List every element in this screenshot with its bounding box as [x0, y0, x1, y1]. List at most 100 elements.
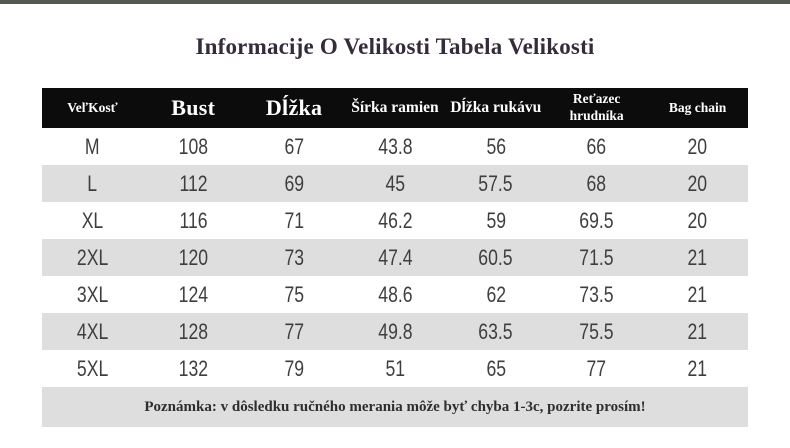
column-header-bag-chain: Bag chain — [647, 88, 748, 128]
cell-value: 2XL — [76, 244, 109, 270]
table-cell: 120 — [143, 239, 244, 276]
cell-value: 71 — [284, 207, 304, 233]
table-cell: 108 — [143, 128, 244, 165]
cell-value: 73.5 — [579, 281, 614, 307]
cell-value: 3XL — [76, 281, 109, 307]
table-row-4xl: 4XL 128 77 49.8 63.5 75.5 21 — [42, 313, 748, 350]
table-cell: 45 — [345, 165, 446, 202]
table-cell: 116 — [143, 202, 244, 239]
cell-value: 73 — [284, 244, 304, 270]
size-label-cell: M — [42, 128, 143, 165]
cell-value: 21 — [687, 318, 708, 344]
table-header: VeľKosť Bust Dĺžka Šírka ramien Dĺžka ru… — [42, 88, 748, 128]
column-header-retazec-hrudnika: Reťazec hrudníka — [546, 88, 648, 128]
table-row-2xl: 2XL 120 73 47.4 60.5 71.5 21 — [42, 239, 748, 276]
measurement-note: Poznámka: v dôsledku ručného merania môž… — [144, 398, 646, 415]
cell-value: 21 — [687, 281, 708, 307]
cell-value: 68 — [586, 170, 607, 196]
table-cell: 21 — [647, 239, 748, 276]
table-cell: 48.6 — [345, 276, 446, 313]
table-cell: 75.5 — [546, 313, 647, 350]
cell-value: 67 — [284, 133, 304, 159]
cell-value: 65 — [485, 355, 506, 381]
column-header-bust: Bust — [142, 88, 244, 128]
table-cell: 124 — [143, 276, 244, 313]
table-row-l: L 112 69 45 57.5 68 20 — [42, 165, 748, 202]
cell-value: 108 — [178, 133, 208, 159]
cell-value: 69 — [284, 170, 304, 196]
table-row-m: M 108 67 43.8 56 66 20 — [42, 128, 748, 165]
header-row: VeľKosť Bust Dĺžka Šírka ramien Dĺžka ru… — [42, 88, 748, 128]
table-cell: 43.8 — [345, 128, 446, 165]
size-label-cell: L — [42, 165, 143, 202]
table-cell: 21 — [647, 350, 748, 387]
cell-value: 112 — [179, 170, 208, 196]
cell-value: 5XL — [76, 355, 109, 381]
cell-value: 43.8 — [377, 133, 413, 159]
size-label-cell: 5XL — [42, 350, 143, 387]
table-cell: 47.4 — [345, 239, 446, 276]
cell-value: 45 — [385, 170, 405, 196]
cell-value: 21 — [687, 244, 708, 270]
column-header-dlzka-rukavu: Dĺžka rukávu — [445, 88, 547, 128]
table-cell: 20 — [647, 128, 748, 165]
table-cell: 67 — [244, 128, 345, 165]
table-cell: 66 — [546, 128, 647, 165]
cell-value: 59 — [485, 207, 506, 233]
table-cell: 21 — [647, 313, 748, 350]
cell-value: 20 — [687, 133, 708, 159]
cell-value: L — [87, 170, 98, 196]
size-label-cell: 3XL — [42, 276, 143, 313]
cell-value: 62 — [485, 281, 506, 307]
cell-value: 77 — [284, 318, 304, 344]
cell-value: 79 — [284, 355, 304, 381]
table-row-xl: XL 116 71 46.2 59 69.5 20 — [42, 202, 748, 239]
cell-value: 124 — [178, 281, 208, 307]
size-label-cell: XL — [42, 202, 143, 239]
column-header-sirka-ramien: Šírka ramien — [344, 88, 446, 128]
table-body: M 108 67 43.8 56 66 20 L 112 69 45 57.5 … — [42, 128, 748, 427]
table-cell: 77 — [546, 350, 647, 387]
cell-value: 51 — [385, 355, 405, 381]
table-cell: 60.5 — [445, 239, 546, 276]
cell-value: M — [85, 133, 100, 159]
cell-value: 20 — [687, 207, 708, 233]
table-cell: 69.5 — [546, 202, 647, 239]
table-cell: 68 — [546, 165, 647, 202]
cell-value: 75 — [284, 281, 304, 307]
cell-value: 77 — [586, 355, 607, 381]
table-cell: 62 — [445, 276, 546, 313]
table-cell: 75 — [244, 276, 345, 313]
top-bar — [0, 0, 790, 4]
cell-value: 75.5 — [579, 318, 614, 344]
cell-value: 49.8 — [377, 318, 413, 344]
table-row-3xl: 3XL 124 75 48.6 62 73.5 21 — [42, 276, 748, 313]
cell-value: 60.5 — [478, 244, 513, 270]
cell-value: 47.4 — [377, 244, 413, 270]
cell-value: 4XL — [76, 318, 109, 344]
note-row: Poznámka: v dôsledku ručného merania môž… — [42, 387, 748, 427]
column-header-velkost: VeľKosť — [42, 88, 143, 128]
cell-value: 56 — [485, 133, 506, 159]
table-cell: 71.5 — [546, 239, 647, 276]
size-label-cell: 4XL — [42, 313, 143, 350]
table-cell: 132 — [143, 350, 244, 387]
table-cell: 20 — [647, 165, 748, 202]
cell-value: 120 — [178, 244, 208, 270]
column-header-dlzka: Dĺžka — [243, 88, 345, 128]
cell-value: 46.2 — [377, 207, 413, 233]
cell-value: 116 — [179, 207, 208, 233]
table-cell: 79 — [244, 350, 345, 387]
table-cell: 51 — [345, 350, 446, 387]
table-cell: 69 — [244, 165, 345, 202]
cell-value: 128 — [178, 318, 208, 344]
table-cell: 73 — [244, 239, 345, 276]
table-cell: 71 — [244, 202, 345, 239]
size-table: VeľKosť Bust Dĺžka Šírka ramien Dĺžka ru… — [42, 88, 748, 427]
size-chart-page: Informacije O Velikosti Tabela Velikosti… — [0, 0, 790, 427]
cell-value: 132 — [178, 355, 208, 381]
table-cell: 49.8 — [345, 313, 446, 350]
cell-value: 71.5 — [579, 244, 614, 270]
table-cell: 59 — [445, 202, 546, 239]
cell-value: 66 — [586, 133, 607, 159]
